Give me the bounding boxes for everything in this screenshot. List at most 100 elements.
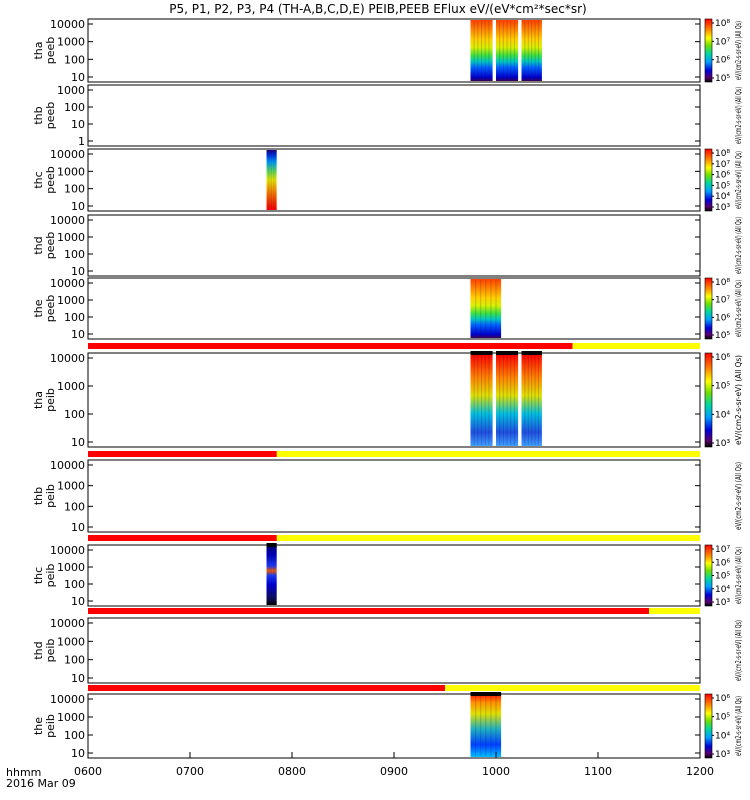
y-tick-label: 100	[64, 311, 85, 324]
y-tick-label: 10000	[50, 617, 85, 630]
panel-thd_peeb: 10 100 1000 10000 thdpeeb eV/(cm2-s-sr-eV) (A…	[32, 214, 743, 278]
y-axis-label: thcpeib	[32, 564, 57, 588]
y-tick-label: 1000	[57, 294, 85, 307]
y-tick-label: 1	[78, 135, 85, 148]
panel-frame	[87, 148, 701, 212]
y-tick-label: 1000	[57, 635, 85, 648]
spectrogram-block	[496, 354, 519, 446]
status-bar-red	[88, 451, 277, 457]
colorbar	[704, 148, 713, 212]
colorbar-tick-label: 10⁶	[715, 56, 730, 66]
y-axis-label: thdpeib	[32, 639, 57, 663]
time-axis-date: 2016 Mar 09	[6, 777, 76, 790]
x-tick-label: 1200	[686, 765, 714, 778]
colorbar-label: eV/(cm2-s-sr-eV) (All Qs)	[734, 696, 743, 756]
colorbar-tick-label: 10⁵	[715, 713, 730, 723]
colorbar	[704, 693, 713, 759]
y-tick-label: 10	[71, 118, 85, 131]
panel-frame	[87, 544, 701, 607]
panel-tha_peeb: 10 100 1000 10000 thapeeb 10⁵ 10⁶ 10⁷ 10⁸ eV/(cm2…	[32, 18, 743, 84]
x-tick-label: 0900	[380, 765, 408, 778]
panel-frame	[87, 18, 701, 83]
x-tick-label: 0700	[176, 765, 204, 778]
status-bar-red	[88, 343, 573, 349]
y-axis-label: thdpeeb	[32, 232, 57, 260]
colorbar-tick-label: 10⁵	[715, 181, 730, 191]
colorbar-label: eV/(cm2-s-sr-eV) (All Qs)	[734, 620, 743, 681]
colorbar-label: eV/(cm2-s-sr-eV) (All Qs)	[734, 21, 743, 80]
y-tick-label: 1000	[57, 84, 85, 97]
y-tick-label: 10000	[50, 148, 85, 161]
y-tick-label: 1000	[57, 165, 85, 178]
spectrogram-block	[470, 695, 502, 757]
x-tick-label: 1100	[584, 765, 612, 778]
y-axis-label: thepeeb	[32, 295, 57, 323]
colorbar-tick-label: 10⁴	[715, 410, 730, 420]
spectrogram-block	[521, 20, 542, 81]
y-axis-label: thapeeb	[32, 37, 57, 65]
colorbar-tick-label: 10³	[715, 598, 730, 608]
y-axis-label: thbpeib	[32, 484, 57, 508]
colorbar-label: eV/(cm2-s-sr-eV) (All Qs)	[734, 87, 743, 144]
colorbar-tick-label: 10⁸	[715, 278, 730, 288]
y-tick-label: 1000	[57, 231, 85, 244]
y-tick-label: 1000	[57, 36, 85, 49]
colorbar-label: eV/(cm2-s-sr-eV) (All Qs)	[734, 462, 743, 530]
y-tick-label: 100	[64, 183, 85, 196]
y-tick-label: 100	[64, 578, 85, 591]
colorbar-tick-label: 10⁴	[715, 192, 730, 202]
y-tick-label: 1000	[57, 711, 85, 724]
panel-thc_peib: 10 100 1000 10000 thcpeib 10³ 10⁴ 10⁵ 10⁶ 10⁷ eV/(…	[32, 535, 743, 608]
panel-thb_peib: 10 100 1000 10000 thbpeib eV/(cm2-s-sr-eV) (A…	[32, 451, 743, 534]
status-bar-yellow	[88, 451, 700, 457]
panel-frame	[87, 277, 701, 340]
colorbar-label: eV/(cm2-s-sr-eV) (All Qs)	[734, 280, 743, 337]
y-tick-label: 100	[64, 248, 85, 261]
y-tick-label: 100	[64, 500, 85, 513]
colorbar-tick-label: 10⁷	[715, 545, 730, 555]
spectrogram-block	[496, 20, 519, 81]
x-tick-label: 1000	[482, 765, 510, 778]
y-tick-label: 10000	[50, 693, 85, 706]
y-tick-label: 10000	[50, 544, 85, 557]
panel-frame	[87, 459, 701, 533]
colorbar-tick-label: 10⁶	[715, 694, 730, 704]
colorbar-tick-label: 10⁶	[715, 313, 730, 323]
y-tick-label: 10	[71, 265, 85, 278]
y-tick-label: 10	[71, 747, 85, 760]
panel-the_peib: 10 100 1000 10000 thepeib 10³ 10⁴ 10⁵ 10⁶ eV/(cm2…	[32, 685, 743, 760]
panel-frame	[87, 617, 701, 684]
y-tick-label: 1000	[57, 380, 85, 393]
status-bar-yellow	[88, 535, 700, 541]
colorbar	[704, 544, 713, 607]
colorbar-tick-label: 10³	[715, 750, 730, 760]
spectrogram-block	[470, 20, 493, 81]
y-tick-label: 10000	[50, 352, 85, 365]
y-tick-label: 100	[64, 729, 85, 742]
colorbar-tick-label: 10⁸	[715, 149, 730, 159]
figure-title: P5, P1, P2, P3, P4 (TH-A,B,C,D,E) PEIB,P…	[169, 2, 586, 16]
panel-thd_peib: 10 100 1000 10000 thdpeib eV/(cm2-s-sr-eV) (A…	[32, 608, 743, 685]
y-tick-label: 10000	[50, 18, 85, 31]
colorbar-tick-label: 10⁸	[715, 19, 730, 29]
y-tick-label: 10000	[50, 277, 85, 290]
y-tick-label: 10000	[50, 459, 85, 472]
y-tick-label: 1000	[57, 480, 85, 493]
colorbar-tick-label: 10³	[715, 439, 730, 449]
colorbar-label: eV/(cm2-s-sr-eV) (All Qs)	[734, 151, 743, 209]
panel-frame	[87, 214, 701, 277]
status-bar-red	[88, 608, 649, 614]
panel-tha_peib: 10 100 1000 10000 thapeib 10³ 10⁴ 10⁵ 10⁶ eV/(cm2…	[32, 343, 743, 449]
colorbar-label: eV/(cm2-s-sr-eV) (All Qs)	[734, 217, 743, 274]
y-axis-label: thbpeeb	[32, 102, 57, 130]
colorbar-tick-label: 10⁶	[715, 558, 730, 568]
y-tick-label: 10	[71, 328, 85, 341]
x-tick-label: 0800	[278, 765, 306, 778]
y-axis-label: thepeib	[32, 714, 57, 738]
y-tick-label: 10	[71, 71, 85, 84]
colorbar-label: eV/(cm2-s-sr-eV) (All Qs)	[734, 355, 743, 445]
y-tick-label: 10	[71, 521, 85, 534]
status-bar-red	[88, 535, 277, 541]
